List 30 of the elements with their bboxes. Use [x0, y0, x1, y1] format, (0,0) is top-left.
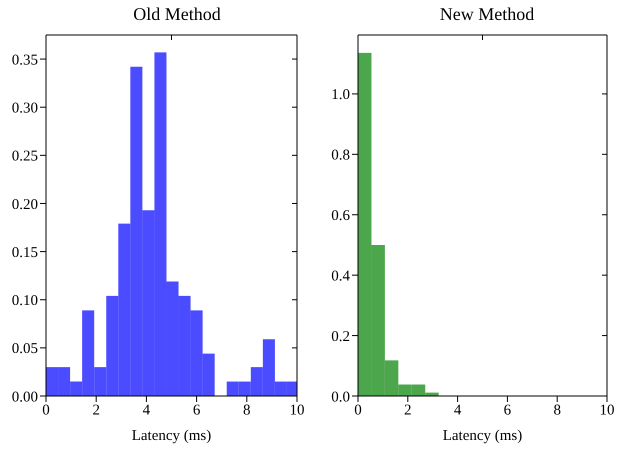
x-tick-label: 8 [553, 402, 561, 419]
x-tick-label: 10 [600, 402, 614, 419]
x-tick-label: 6 [192, 402, 201, 419]
y-tick-label: 1.0 [331, 87, 350, 104]
x-axis-title: Latency (ms) [442, 428, 522, 444]
y-tick-label: 0.25 [12, 148, 38, 165]
x-tick-label: 0 [42, 402, 50, 419]
x-tick-label: 0 [354, 402, 362, 419]
y-tick-label: 0.30 [12, 100, 38, 117]
x-tick-label: 4 [142, 402, 151, 419]
y-tick-label: 0.00 [12, 389, 38, 406]
y-tick-label: 0.05 [12, 341, 38, 358]
x-tick-label: 4 [454, 402, 462, 419]
y-tick-label: 0.0 [331, 389, 350, 406]
x-axis-title: Latency (ms) [132, 428, 212, 444]
y-tick-label: 0.15 [12, 244, 38, 261]
y-tick-label: 0.4 [331, 268, 350, 284]
chart-title: Old Method [132, 4, 222, 25]
y-tick-label: 0.20 [12, 196, 38, 213]
y-tick-label: 0.6 [331, 208, 350, 224]
x-tick-label: 6 [504, 402, 512, 419]
x-tick-label: 8 [243, 402, 251, 419]
chart-title: New Method [438, 4, 536, 25]
y-tick-label: 0.2 [331, 328, 350, 345]
y-tick-label: 0.10 [12, 293, 38, 310]
x-tick-label: 2 [404, 402, 412, 419]
x-tick-label: 10 [290, 402, 304, 419]
y-tick-label: 0.8 [331, 148, 350, 164]
x-tick-label: 2 [92, 402, 100, 419]
y-tick-label: 0.35 [12, 52, 38, 68]
